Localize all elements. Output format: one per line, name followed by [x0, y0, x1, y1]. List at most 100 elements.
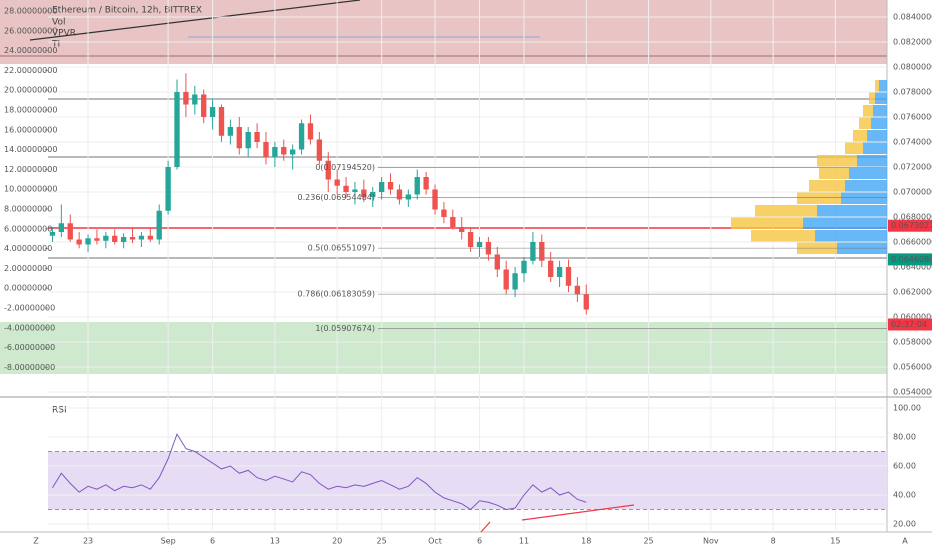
y2-tick-label: 18.00000000 [4, 105, 57, 114]
candle-body [334, 179, 340, 186]
volume-profile-down [819, 167, 849, 179]
y2-tick-label: 22.00000000 [4, 66, 57, 75]
candle-body [396, 189, 403, 200]
candle-body [583, 294, 589, 310]
candle-body [387, 182, 394, 190]
y2-tick-label: 14.00000000 [4, 145, 57, 154]
x-tick-label: 13 [270, 537, 280, 546]
y-tick-label: 0.08200000 [893, 38, 932, 47]
candle-body [254, 132, 260, 142]
candle-body [263, 142, 269, 157]
chart-title: Ethereum / Bitcoin, 12h, BITTREX [52, 6, 202, 16]
y-tick-label: 100.00 [893, 403, 921, 412]
candle-body [316, 139, 323, 161]
volume-profile-down [863, 105, 873, 117]
candle-body [76, 239, 82, 245]
candle-body [174, 92, 180, 167]
candle-body [503, 269, 509, 290]
volume-profile-down [809, 180, 845, 192]
candle-body [476, 242, 483, 247]
volume-profile-down [751, 230, 815, 242]
candle-body [307, 123, 314, 140]
volume-profile-up [875, 92, 887, 104]
rsi-band [48, 451, 887, 510]
indicator-label: TI [51, 40, 60, 50]
candle-body [325, 160, 331, 180]
candle-body [530, 242, 536, 261]
candle-body [201, 94, 207, 117]
trend-line [29, 0, 361, 41]
candle-body [343, 185, 349, 192]
candle-body [112, 235, 118, 242]
candle-body [521, 260, 527, 274]
y2-tick-label: 6.00000000 [4, 224, 52, 233]
volume-profile-up [863, 142, 887, 154]
candle-body [49, 232, 56, 236]
indicator-label: VPVR [52, 29, 76, 39]
volume-profile-up [841, 192, 887, 204]
y-tick-label: 0.05400000 [893, 388, 932, 397]
y-tick-label: 80.00 [893, 432, 916, 441]
volume-profile-up [803, 217, 887, 229]
candle-body [183, 92, 189, 105]
volume-profile-up [879, 80, 887, 92]
candle-body [298, 123, 305, 150]
price-label-box [888, 219, 932, 232]
fib-label: 0.786(0.06183059) [298, 290, 376, 299]
candle-body [352, 189, 358, 192]
y-tick-label: 0.07200000 [893, 163, 932, 172]
candle-body [227, 127, 234, 136]
x-tick-label: Nov [703, 537, 719, 546]
volume-profile-up [867, 130, 887, 142]
candle-body [58, 223, 65, 232]
y-tick-label: 0.07400000 [893, 138, 932, 147]
x-tick-label: 8 [771, 537, 776, 546]
y-tick-label: 0.06400000 [893, 263, 932, 272]
axis-button[interactable]: A [902, 537, 908, 546]
candle-body [459, 227, 465, 232]
candle-body [129, 237, 136, 240]
candle-body [138, 235, 145, 240]
y-tick-label: 0.08400000 [893, 13, 932, 22]
y2-tick-label: 26.00000000 [4, 26, 57, 35]
candle-body [405, 194, 412, 200]
y2-tick-label: -6.00000000 [4, 343, 55, 352]
y2-tick-label: -8.00000000 [4, 363, 55, 372]
y-tick-label: 0.06000000 [893, 313, 932, 322]
y2-tick-label: -2.00000000 [4, 303, 55, 312]
candle-body [245, 132, 251, 149]
y2-tick-label: 0.00000000 [4, 284, 52, 293]
candle-body [85, 238, 91, 245]
price-label: 0.06460845 [891, 255, 932, 264]
volume-profile-down [731, 217, 803, 229]
x-tick-label: 15 [830, 537, 840, 546]
candle-body [539, 242, 545, 261]
y-tick-label: 0.07800000 [893, 88, 932, 97]
volume-profile-up [871, 117, 887, 129]
candle-body [574, 285, 581, 295]
price-label-box [888, 253, 932, 266]
volume-profile-down [845, 142, 863, 154]
resistance-zone [0, 0, 887, 64]
x-tick-label: 6 [477, 537, 482, 546]
candle-body [556, 267, 563, 277]
volume-profile-up [815, 230, 887, 242]
candle-body [192, 94, 198, 105]
y-tick-label: 0.06800000 [893, 213, 932, 222]
x-tick-label: 23 [83, 537, 93, 546]
rsi-line [52, 432, 587, 511]
candle-body [209, 107, 216, 117]
x-tick-label: Sep [161, 537, 176, 546]
candle-body [156, 210, 162, 240]
y-tick-label: 0.06600000 [893, 238, 932, 247]
candle-body [281, 147, 287, 155]
x-tick-label: 20 [332, 537, 342, 546]
axis-button[interactable]: Z [33, 537, 39, 546]
candle-body [423, 177, 429, 190]
x-tick-label: 25 [377, 537, 387, 546]
y2-tick-label: 12.00000000 [4, 165, 57, 174]
y-tick-label: 0.06200000 [893, 288, 932, 297]
y2-tick-label: -4.00000000 [4, 323, 55, 332]
